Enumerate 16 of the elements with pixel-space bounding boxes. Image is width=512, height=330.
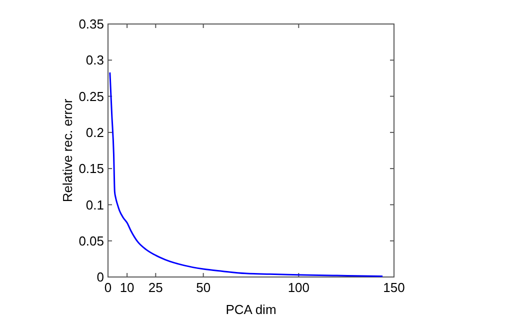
x-tick-label: 25 — [148, 280, 163, 295]
y-tick-label: 0.1 — [86, 197, 104, 212]
y-tick-label: 0.35 — [78, 16, 104, 32]
y-tick-label: 0.3 — [86, 52, 104, 68]
x-tick-label: 10 — [120, 280, 134, 295]
y-tick-label: 0 — [96, 270, 104, 285]
x-tick-label: 50 — [196, 280, 211, 295]
y-tick-label: 0.15 — [78, 161, 104, 176]
x-tick-label: 100 — [288, 280, 310, 295]
y-tick-label: 0.05 — [78, 233, 104, 248]
y-axis-title: Relative rec. error — [60, 98, 75, 202]
y-tick-label: 0.2 — [86, 124, 104, 140]
x-axis-title: PCA dim — [226, 302, 276, 317]
line-series — [109, 72, 384, 278]
y-tick-label: 0.25 — [78, 88, 104, 104]
x-tick-label: 150 — [383, 280, 405, 295]
